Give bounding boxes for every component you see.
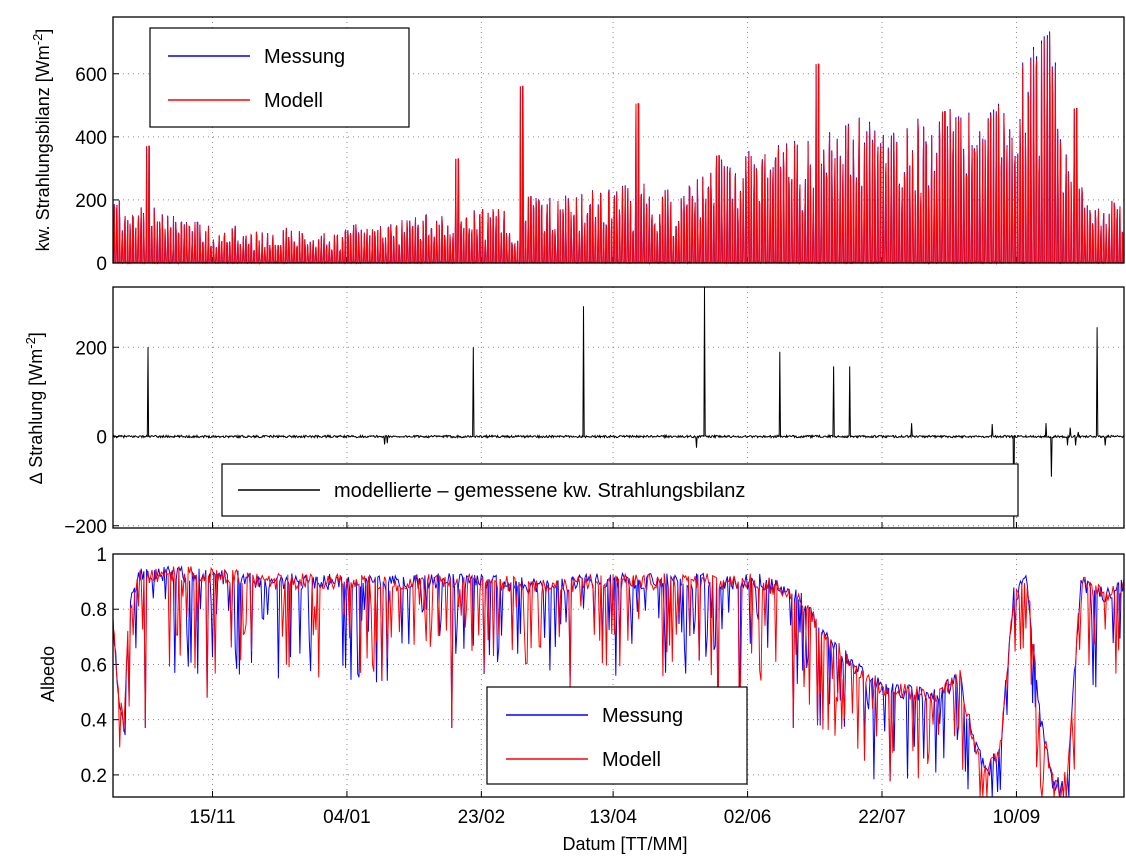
- panel-2-plot: [112, 286, 1125, 529]
- y-tick-label: 0: [96, 428, 107, 449]
- panel-1-ylabel-text: kw. Strahlungsbilanz [Wm: [33, 45, 53, 251]
- panel-1-legend-label-messung: Messung: [264, 46, 345, 68]
- panel-2-ylabel: ∆ Strahlung [Wm-2]: [23, 332, 47, 484]
- panel-delta-strahlung: −200 0 200 ∆ Strahlung [Wm-2] modellierte …: [23, 286, 1125, 538]
- panel-1-ylabel: kw. Strahlungsbilanz [Wm-2]: [30, 29, 54, 252]
- y-tick-label: −200: [64, 517, 107, 538]
- panel-1-legend: Messung Modell: [149, 27, 410, 128]
- x-tick-label: 10/09: [993, 807, 1041, 828]
- panel-2-legend: modellierte – gemessene kw. Strahlungsbi…: [221, 463, 1019, 517]
- panel-1-legend-label-modell: Modell: [264, 90, 323, 112]
- y-tick-label: 200: [75, 191, 107, 212]
- x-tick-label: 02/06: [724, 807, 772, 828]
- series-differenz-line: [112, 286, 1125, 529]
- y-tick-label: 0.2: [81, 766, 107, 787]
- panel-strahlungsbilanz: 0 200 400 600 kw. Strahlungsbilanz [Wm-2] M…: [30, 16, 1125, 275]
- x-tick-label: 15/11: [189, 807, 235, 828]
- panel-1-legend-box: [149, 27, 410, 128]
- panel-3-legend: Messung Modell: [486, 686, 748, 785]
- panel-2-frame: [112, 286, 1125, 529]
- panel-2-y-ticks: −200 0 200: [64, 338, 107, 538]
- x-axis-label: Datum [TT/MM]: [563, 834, 688, 854]
- y-tick-label: 400: [75, 128, 107, 149]
- y-tick-label: 600: [75, 65, 107, 86]
- x-tick-label: 13/04: [589, 807, 637, 828]
- panel-3-frame: [112, 553, 1125, 798]
- x-tick-label: 23/02: [458, 807, 506, 828]
- y-tick-label: 200: [75, 338, 107, 359]
- panel-1-ylabel-close: ]: [33, 29, 53, 34]
- panel-2-ylabel-text: ∆ Strahlung [Wm: [26, 349, 46, 484]
- panel-3-legend-box: [486, 686, 748, 785]
- panel-3-y-ticks: 0.2 0.4 0.6 0.8 1: [81, 545, 108, 787]
- series-modell-line: [112, 566, 1125, 798]
- x-tick-label: 04/01: [323, 807, 371, 828]
- y-tick-label: 0.4: [81, 711, 108, 732]
- panel-2-legend-box: [221, 463, 1019, 517]
- panel-3-legend-label-messung: Messung: [602, 705, 683, 727]
- panel-3-plot: [112, 565, 1125, 798]
- panel-3-x-ticks: 15/11 04/01 23/02 13/04 02/06 22/07 10/09: [189, 807, 1040, 828]
- panel-1-y-ticks: 0 200 400 600: [75, 65, 107, 275]
- panel-2-ylabel-close: ]: [26, 332, 46, 337]
- panel-3-legend-label-modell: Modell: [602, 749, 661, 771]
- y-tick-label: 0.8: [81, 600, 107, 621]
- panel-albedo: 0.2 0.4 0.6 0.8 1 15/11 04/01 23/02 13/04 02/06 2…: [38, 545, 1125, 854]
- y-tick-label: 0.6: [81, 655, 107, 676]
- x-tick-label: 22/07: [858, 807, 906, 828]
- panel-1-ylabel-sup: -2: [30, 34, 45, 46]
- panel-1-frame: [112, 16, 1125, 264]
- y-tick-label: 0: [96, 254, 107, 275]
- panel-3-ylabel: Albedo: [38, 646, 58, 702]
- panel-2-ylabel-sup: -2: [23, 337, 38, 349]
- y-tick-label: 1: [96, 545, 107, 566]
- panel-2-legend-label: modellierte – gemessene kw. Strahlungsbi…: [334, 480, 745, 502]
